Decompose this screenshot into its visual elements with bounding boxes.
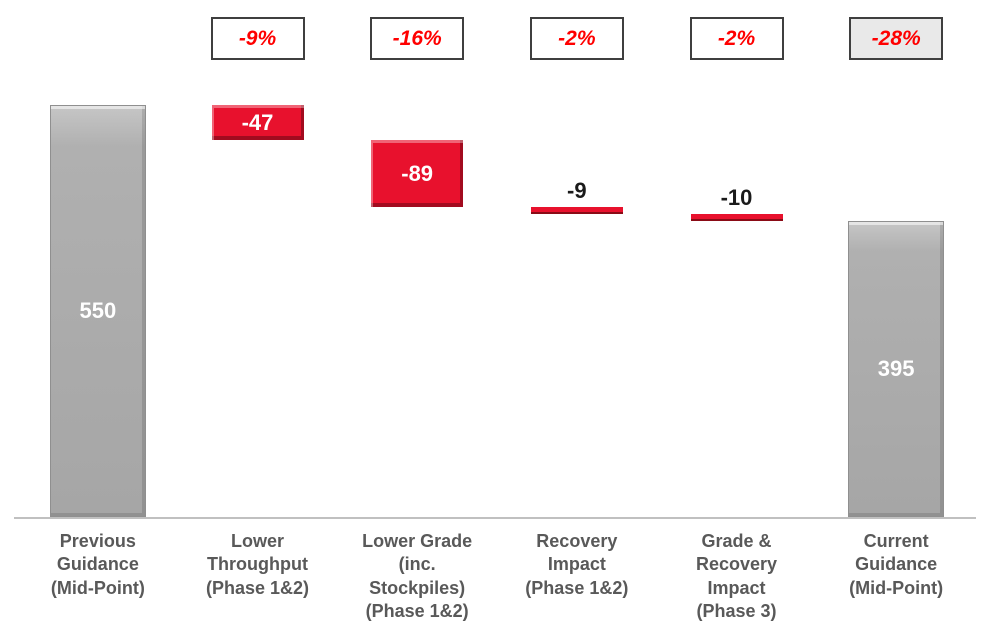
axis-label-line: Stockpiles): [369, 577, 466, 598]
bar-current-guidance: [848, 221, 945, 517]
axis-label-line: Previous: [59, 531, 136, 551]
axis-label-line: Guidance: [855, 554, 938, 575]
axis-label-lower-throughput: Lower Throughput (Phase 1&2): [178, 530, 338, 600]
axis-label-line: Impact: [547, 554, 606, 575]
axis-label-line: Grade &: [701, 531, 772, 551]
axis-label-lower-grade: Lower Grade (inc. Stockpiles) (Phase 1&2): [337, 530, 497, 624]
pct-box-lower-throughput: -9%: [210, 17, 305, 60]
bar-previous-guidance: [49, 105, 146, 517]
axis-label-line: Throughput: [207, 554, 308, 575]
pct-box-current-guidance: -28%: [849, 17, 944, 60]
bar-lower-throughput: [211, 105, 304, 141]
chart-baseline: [14, 517, 976, 519]
axis-label-line: Lower Grade: [362, 531, 473, 551]
bar-lower-grade: [371, 140, 464, 207]
axis-label-line: Recovery: [536, 531, 618, 551]
axis-label-current-guidance: Current Guidance (Mid-Point): [816, 530, 976, 600]
axis-label-grade-recovery-impact: Grade & Recovery Impact (Phase 3): [657, 530, 817, 624]
axis-label-recovery-impact: Recovery Impact (Phase 1&2): [497, 530, 657, 600]
axis-label-line: Lower: [230, 531, 284, 551]
axis-label-line: (Mid-Point): [50, 577, 145, 598]
axis-label-line: (inc.: [398, 554, 436, 575]
axis-label-line: Guidance: [56, 554, 139, 575]
axis-label-line: (Mid-Point): [849, 577, 944, 598]
pct-box-grade-recovery-impact: -2%: [689, 17, 784, 60]
pct-box-lower-grade: -16%: [370, 17, 465, 60]
bar-value-recovery-impact: -9: [567, 177, 587, 203]
axis-label-line: Recovery: [695, 554, 778, 575]
bar-grade-recovery-impact: [690, 213, 783, 222]
axis-label-line: (Phase 3): [696, 601, 777, 622]
axis-label-line: (Phase 1&2): [525, 577, 629, 598]
pct-box-recovery-impact: -2%: [529, 17, 624, 60]
axis-label-line: Impact: [707, 577, 766, 598]
bar-recovery-impact: [530, 206, 623, 214]
axis-label-line: (Phase 1&2): [205, 577, 309, 598]
bar-value-grade-recovery-impact: -10: [720, 184, 753, 210]
axis-label-previous-guidance: Previous Guidance (Mid-Point): [18, 530, 178, 600]
axis-label-line: (Phase 1&2): [365, 601, 469, 622]
axis-label-line: Current: [863, 531, 929, 551]
